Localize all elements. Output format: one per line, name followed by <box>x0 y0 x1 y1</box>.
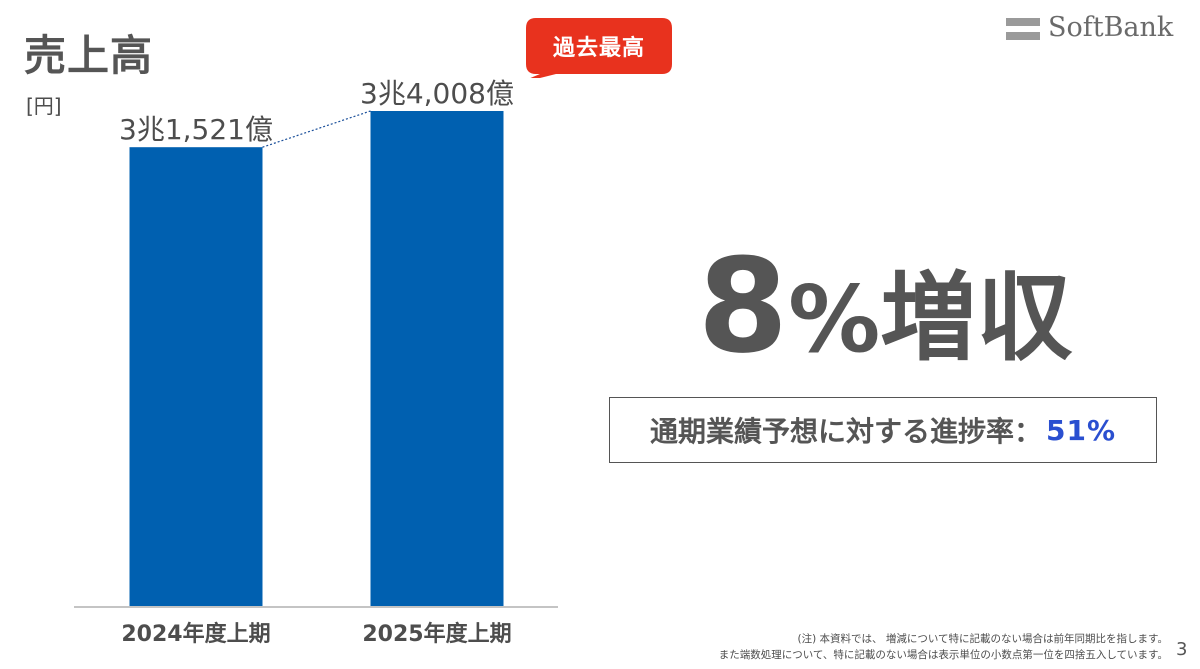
bar-2 <box>370 110 504 607</box>
logo-bars-icon <box>1006 18 1040 46</box>
speech-bubble-icon <box>526 18 672 78</box>
unit-label: [円] <box>26 94 62 118</box>
softbank-logo: SoftBank <box>1006 12 1178 46</box>
growth-headline: 8%増収 <box>600 240 1170 379</box>
growth-suffix: 増収 <box>880 262 1073 374</box>
bar-1 <box>129 147 263 606</box>
data-label-1: 3兆1,521億 <box>119 113 273 146</box>
badge-text: 過去最高 <box>552 36 645 61</box>
category-label-2: 2025年度上期 <box>362 621 511 647</box>
growth-connector-line <box>262 110 371 148</box>
progress-rate-box: 通期業績予想に対する進捗率： 51% <box>609 397 1157 463</box>
progress-value: 51% <box>1045 413 1117 447</box>
logo-text: SoftBank <box>1048 12 1174 43</box>
footnote: (注) 本資料では、 増減について特に記載のない場合は前年同期比を指します。 ま… <box>719 631 1168 663</box>
growth-number: 8 <box>697 230 789 382</box>
record-high-badge: 過去最高 <box>526 18 672 78</box>
footnote-line-1: (注) 本資料では、 増減について特に記載のない場合は前年同期比を指します。 <box>797 633 1168 645</box>
category-label-1: 2024年度上期 <box>121 621 270 647</box>
data-label-2: 3兆4,008億 <box>360 77 514 110</box>
progress-label: 通期業績予想に対する進捗率： <box>649 415 1042 448</box>
page-title: 売上高 <box>24 31 154 80</box>
page-number: 3 <box>1176 639 1188 660</box>
footnote-line-2: また端数処理について、特に記載のない場合は表示単位の小数点第一位を四捨五入してい… <box>718 649 1168 661</box>
growth-percent-sign: % <box>788 266 881 373</box>
sales-bar-chart: 3兆1,521億 2024年度上期 3兆4,008億 2025年度上期 <box>74 77 558 647</box>
